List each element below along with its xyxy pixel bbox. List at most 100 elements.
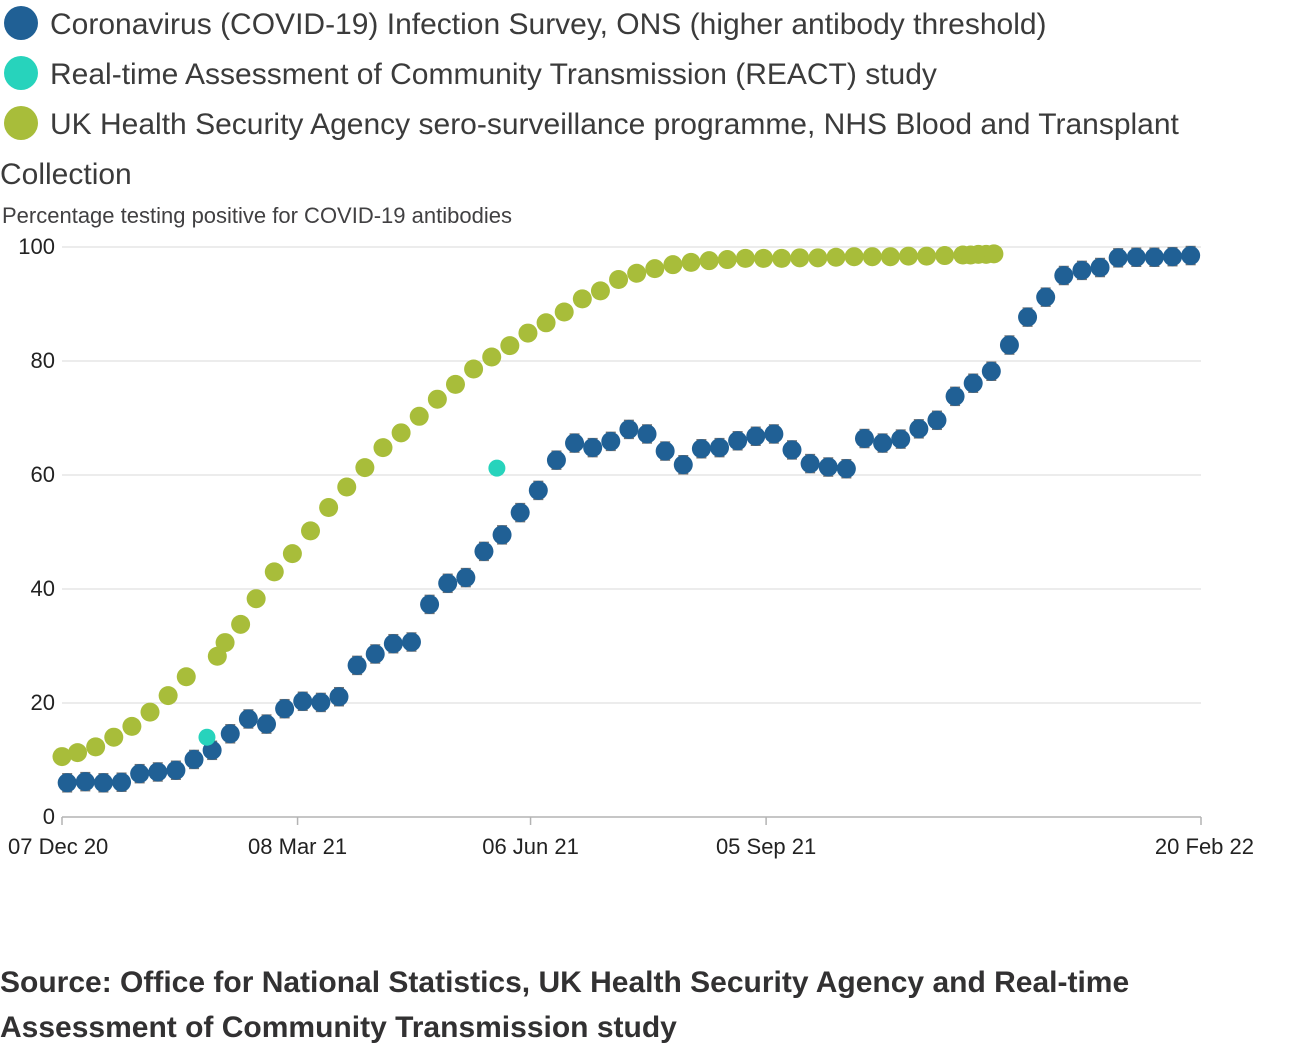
legend-item-react: Real-time Assessment of Community Transm… xyxy=(0,50,1297,100)
data-point xyxy=(86,737,106,757)
data-point xyxy=(691,439,711,459)
data-point xyxy=(800,454,820,474)
data-point xyxy=(130,764,150,784)
data-point xyxy=(808,248,828,268)
data-point xyxy=(746,426,766,446)
data-point xyxy=(488,459,506,477)
data-point xyxy=(873,433,893,453)
data-point xyxy=(438,573,458,593)
legend-swatch-ons xyxy=(4,6,38,40)
data-point xyxy=(319,497,339,517)
data-point xyxy=(1144,247,1164,267)
data-point xyxy=(355,458,375,478)
y-axis-label: Percentage testing positive for COVID-19… xyxy=(2,203,512,228)
data-point xyxy=(619,419,639,439)
data-point xyxy=(500,336,520,356)
data-point xyxy=(275,699,295,719)
data-point xyxy=(637,424,657,444)
legend-swatch-react xyxy=(4,56,38,90)
data-point xyxy=(790,248,810,268)
data-point xyxy=(337,477,357,497)
data-point xyxy=(1072,260,1092,280)
data-point xyxy=(474,541,494,561)
data-point xyxy=(510,503,530,523)
data-point xyxy=(373,438,393,458)
legend-swatch-ukhsa xyxy=(4,106,38,140)
x-tick-label: 06 Jun 21 xyxy=(482,834,579,859)
x-tick-label: 08 Mar 21 xyxy=(248,834,347,859)
data-point xyxy=(365,644,385,664)
x-tick-label: 20 Feb 22 xyxy=(1155,834,1254,859)
data-point xyxy=(772,248,792,268)
data-point xyxy=(818,457,838,477)
data-point xyxy=(427,389,447,409)
data-point xyxy=(93,773,113,793)
data-point xyxy=(215,633,235,653)
data-point xyxy=(1090,258,1110,278)
y-tick-label: 0 xyxy=(43,804,55,829)
data-point xyxy=(122,716,142,736)
data-point xyxy=(536,313,556,333)
data-point xyxy=(231,614,251,634)
data-point xyxy=(112,772,132,792)
data-point xyxy=(627,263,647,283)
data-point xyxy=(220,724,240,744)
legend-label-ons: Coronavirus (COVID-19) Infection Survey,… xyxy=(50,8,1047,41)
legend-item-ons: Coronavirus (COVID-19) Infection Survey,… xyxy=(0,0,1297,50)
y-tick-label: 20 xyxy=(31,690,55,715)
data-point xyxy=(735,248,755,268)
legend-label-ukhsa: UK Health Security Agency sero-surveilla… xyxy=(0,108,1179,191)
data-point xyxy=(681,252,701,272)
data-point xyxy=(764,424,784,444)
data-point xyxy=(645,259,665,279)
data-point xyxy=(409,406,429,426)
data-point xyxy=(166,760,186,780)
data-point xyxy=(492,525,512,545)
data-point xyxy=(264,562,284,582)
antibody-scatter-chart: 0 20 40 60 80 100 07 Dec 20 08 Mar 21 06 Jun 21 0… xyxy=(8,234,1254,859)
data-point xyxy=(140,702,160,722)
data-point xyxy=(891,429,911,449)
data-point xyxy=(1126,247,1146,267)
data-point xyxy=(710,438,730,458)
y-tick-label: 100 xyxy=(18,234,55,259)
data-point xyxy=(158,686,178,706)
data-point xyxy=(782,440,802,460)
data-point xyxy=(1054,266,1074,285)
data-point xyxy=(754,248,774,268)
data-point xyxy=(52,747,72,767)
data-point xyxy=(401,632,421,652)
data-point xyxy=(984,244,1004,264)
y-tick-label: 60 xyxy=(31,462,55,487)
data-point xyxy=(311,692,331,712)
data-point xyxy=(1181,246,1201,266)
data-point xyxy=(963,373,983,393)
data-point xyxy=(75,772,95,792)
data-point xyxy=(1108,248,1128,268)
data-point xyxy=(565,433,585,453)
data-point xyxy=(546,450,566,470)
data-point xyxy=(282,544,302,564)
data-point xyxy=(909,419,929,439)
data-point xyxy=(383,634,403,654)
data-point xyxy=(329,687,349,707)
data-point xyxy=(391,423,411,443)
data-point xyxy=(246,589,266,609)
data-point xyxy=(420,594,440,614)
data-point xyxy=(601,431,621,451)
data-point xyxy=(148,762,168,782)
data-point xyxy=(198,728,216,746)
data-point xyxy=(1163,247,1183,267)
data-point xyxy=(663,255,683,275)
data-point xyxy=(717,250,737,270)
data-point xyxy=(68,743,88,763)
data-point xyxy=(1018,307,1038,327)
data-point xyxy=(301,521,321,541)
data-point xyxy=(945,386,965,406)
data-point xyxy=(917,246,937,266)
x-tick-label: 05 Sep 21 xyxy=(716,834,816,859)
data-point xyxy=(1036,287,1056,307)
data-point xyxy=(184,749,204,769)
data-point xyxy=(609,269,629,289)
source-note: Source: Office for National Statistics, … xyxy=(0,966,1130,1044)
